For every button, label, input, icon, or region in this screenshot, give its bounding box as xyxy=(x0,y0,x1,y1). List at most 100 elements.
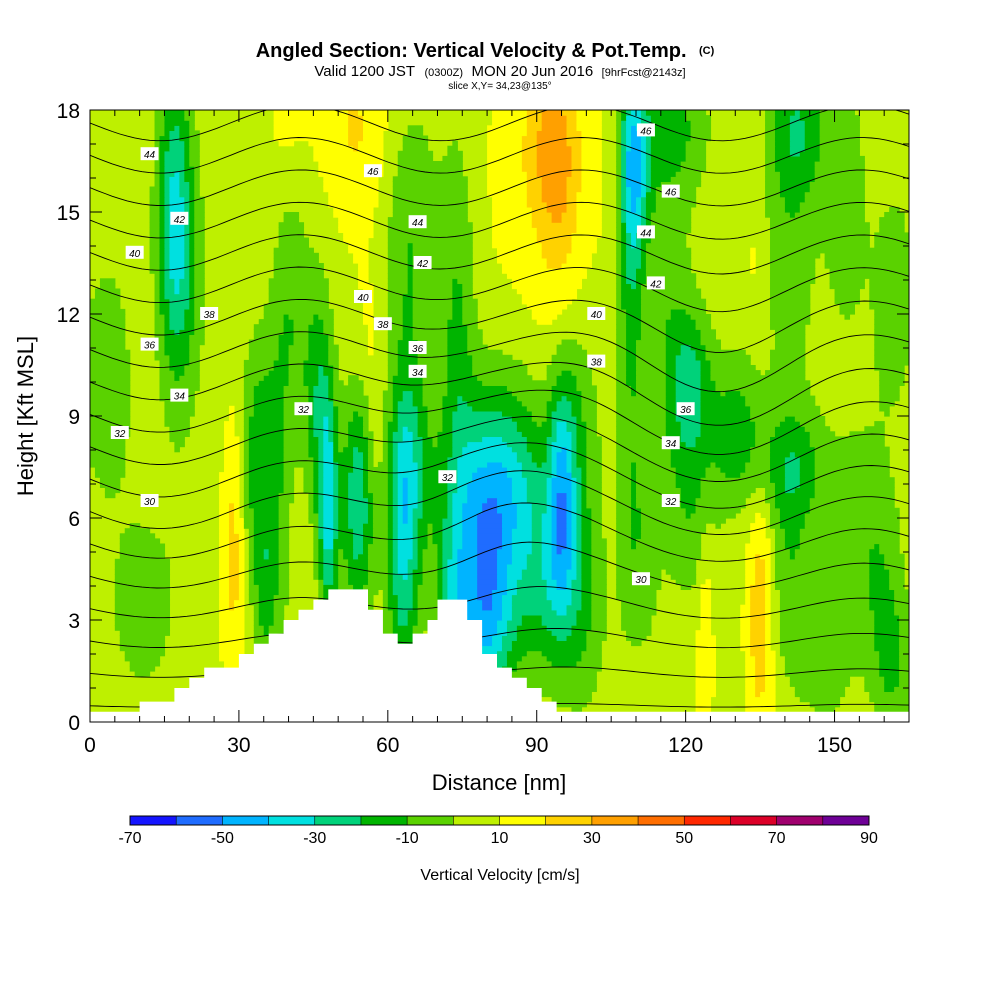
velocity-cell xyxy=(571,528,578,534)
velocity-cell xyxy=(576,482,582,488)
velocity-cell xyxy=(506,589,518,596)
velocity-cell xyxy=(636,482,677,488)
velocity-cell xyxy=(670,446,751,453)
velocity-cell xyxy=(784,472,801,478)
velocity-cell xyxy=(437,584,444,590)
velocity-cell xyxy=(516,523,533,529)
velocity-cell xyxy=(576,426,587,432)
velocity-cell xyxy=(715,523,721,529)
velocity-cell xyxy=(273,130,349,137)
velocity-cell xyxy=(238,538,245,545)
velocity-cell xyxy=(755,431,776,437)
velocity-cell xyxy=(363,461,369,468)
velocity-cell xyxy=(700,380,717,386)
velocity-cell xyxy=(353,533,364,539)
velocity-cell xyxy=(323,574,334,580)
velocity-cell xyxy=(417,614,439,621)
chart-subtitle: Valid 1200 JST (0300Z) MON 20 Jun 2016 [… xyxy=(314,63,685,80)
velocity-cell xyxy=(755,655,766,662)
velocity-cell xyxy=(591,569,607,575)
velocity-cell xyxy=(169,319,185,325)
velocity-cell xyxy=(412,268,473,274)
velocity-cell xyxy=(631,492,637,499)
velocity-cell xyxy=(402,140,429,147)
velocity-cell xyxy=(621,227,627,233)
velocity-cell xyxy=(263,553,270,560)
velocity-cell xyxy=(323,329,334,335)
velocity-cell xyxy=(645,171,652,177)
velocity-cell xyxy=(457,405,473,412)
velocity-cell xyxy=(164,405,195,412)
velocity-cell xyxy=(556,512,568,519)
velocity-cell xyxy=(879,548,900,555)
velocity-cell xyxy=(387,232,473,239)
velocity-cell xyxy=(770,502,776,509)
velocity-cell xyxy=(794,691,846,698)
velocity-cell xyxy=(422,579,439,585)
velocity-cell xyxy=(526,650,543,657)
velocity-cell xyxy=(576,518,582,524)
velocity-cell xyxy=(363,472,369,478)
velocity-cell xyxy=(745,589,751,596)
velocity-cell xyxy=(353,584,364,590)
velocity-cell xyxy=(616,472,632,478)
velocity-cell xyxy=(616,278,622,284)
velocity-cell xyxy=(492,227,538,233)
velocity-cell xyxy=(273,620,285,626)
velocity-cell xyxy=(114,558,171,565)
velocity-cell xyxy=(422,375,448,381)
velocity-cell xyxy=(382,416,394,422)
velocity-cell xyxy=(591,543,607,550)
velocity-cell xyxy=(571,150,582,157)
velocity-cell xyxy=(631,283,637,290)
velocity-cell xyxy=(397,538,414,545)
theta-contour-label-text: 40 xyxy=(129,249,141,260)
velocity-cell xyxy=(789,120,806,126)
velocity-cell xyxy=(467,482,513,488)
velocity-cell xyxy=(412,298,453,305)
velocity-cell xyxy=(616,569,662,575)
velocity-cell xyxy=(323,548,334,555)
velocity-cell xyxy=(243,390,255,397)
velocity-cell xyxy=(745,660,756,667)
velocity-cell xyxy=(283,395,309,402)
velocity-cell xyxy=(224,660,245,667)
velocity-cell xyxy=(621,288,642,295)
velocity-cell xyxy=(789,681,851,687)
velocity-cell xyxy=(869,691,909,698)
velocity-cell xyxy=(323,472,334,478)
velocity-cell xyxy=(636,268,647,274)
velocity-cell xyxy=(169,263,185,269)
velocity-cell xyxy=(626,380,637,386)
velocity-cell xyxy=(169,237,185,244)
velocity-cell xyxy=(243,472,250,478)
velocity-cell xyxy=(278,222,305,228)
velocity-cell xyxy=(338,497,349,504)
velocity-cell xyxy=(889,569,905,575)
velocity-cell xyxy=(462,533,478,539)
velocity-cell xyxy=(680,492,702,499)
velocity-cell xyxy=(338,431,349,437)
velocity-cell xyxy=(497,553,513,560)
velocity-cell xyxy=(477,553,498,560)
velocity-cell xyxy=(367,487,389,494)
velocity-cell xyxy=(457,589,478,596)
velocity-cell xyxy=(884,676,900,682)
velocity-cell xyxy=(184,171,195,177)
velocity-cell xyxy=(467,339,483,346)
velocity-cell xyxy=(273,609,285,616)
velocity-cell xyxy=(760,691,776,698)
velocity-cell xyxy=(293,339,309,346)
chart-title: Angled Section: Vertical Velocity & Pot.… xyxy=(256,40,715,62)
velocity-cell xyxy=(819,115,860,121)
velocity-cell xyxy=(447,579,458,585)
velocity-cell xyxy=(407,569,414,575)
colorbar-label: Vertical Velocity [cm/s] xyxy=(420,867,579,884)
velocity-cell xyxy=(770,349,806,356)
velocity-cell xyxy=(228,523,235,529)
velocity-cell xyxy=(194,181,200,188)
velocity-cell xyxy=(318,487,324,494)
velocity-cell xyxy=(616,421,667,427)
velocity-cell xyxy=(541,115,568,121)
velocity-cell xyxy=(333,431,339,437)
